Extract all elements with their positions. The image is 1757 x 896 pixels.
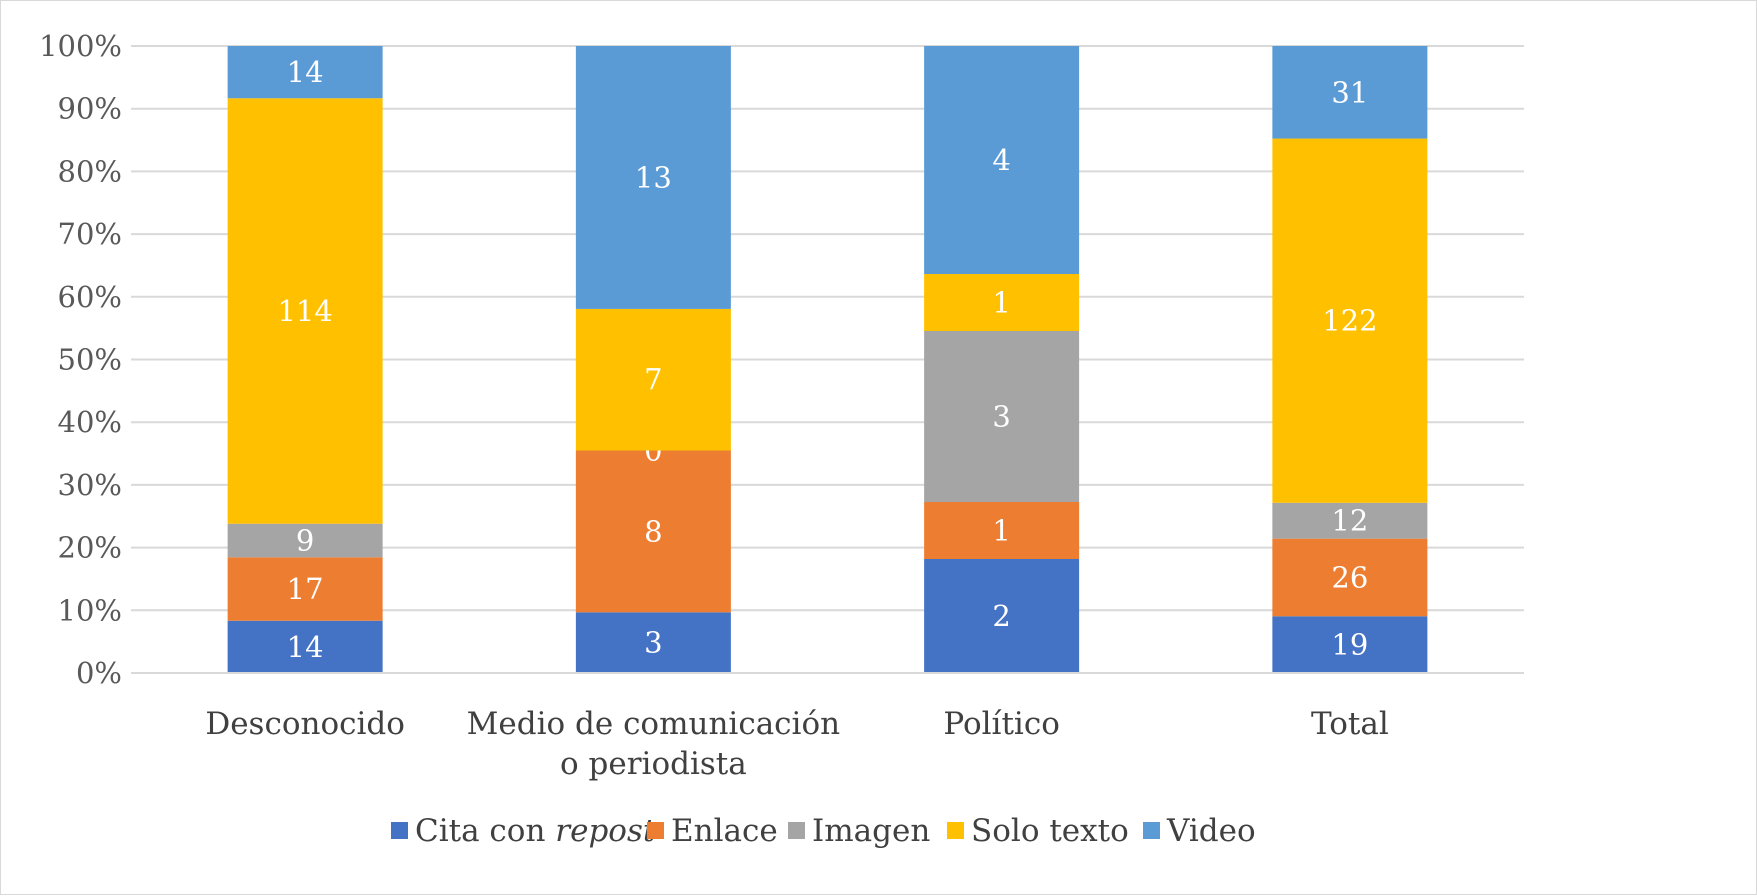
y-tick-label: 10% — [58, 593, 122, 627]
data-label: 7 — [644, 363, 662, 397]
data-label: 12 — [1331, 504, 1368, 538]
legend-swatch — [947, 822, 964, 839]
bar-segment — [227, 620, 383, 673]
bar-segment — [924, 559, 1080, 673]
legend-swatch — [1143, 822, 1160, 839]
bar-segment — [575, 612, 731, 673]
data-label: 122 — [1322, 304, 1377, 338]
y-tick-label: 40% — [58, 405, 122, 439]
data-label: 114 — [277, 294, 332, 328]
bar-segment — [1272, 616, 1428, 673]
legend-label: Video — [1166, 813, 1256, 849]
y-tick-label: 80% — [58, 154, 122, 188]
data-label: 9 — [296, 524, 314, 558]
x-axis: Desconocido Medio de comunicación o period… — [131, 672, 1524, 782]
x-category-label: o periodista — [560, 746, 747, 782]
data-label: 14 — [287, 630, 324, 664]
data-label: 19 — [1331, 628, 1368, 662]
data-label: 4 — [992, 143, 1010, 177]
x-category-label: Medio de comunicación — [467, 706, 840, 742]
bar-segment — [1272, 502, 1428, 539]
y-tick-label: 50% — [58, 343, 122, 377]
bar-segment — [227, 98, 383, 524]
bar-segment — [227, 523, 383, 558]
legend: Cita con repost Enlace Imagen Solo texto Vid… — [391, 813, 1256, 849]
data-label: 13 — [635, 160, 672, 194]
bar-segment — [924, 502, 1080, 559]
y-tick-label: 70% — [58, 217, 122, 251]
bar-segment — [924, 331, 1080, 502]
bar-segment — [924, 274, 1080, 331]
bar-segment — [575, 450, 731, 613]
y-tick-label: 100% — [39, 29, 122, 63]
y-tick-label: 60% — [58, 280, 122, 314]
bar-segment — [924, 46, 1080, 274]
bar-segment — [227, 46, 383, 99]
data-label: 17 — [287, 572, 324, 606]
legend-label: Imagen — [812, 813, 930, 849]
x-category-label: Desconocido — [205, 706, 405, 742]
bar-segment — [1272, 138, 1428, 503]
bar-segment — [1272, 538, 1428, 617]
data-label: 1 — [992, 514, 1010, 548]
legend-swatch — [788, 822, 805, 839]
y-tick-label: 0% — [76, 656, 122, 690]
legend-label: Cita con repost — [415, 813, 656, 849]
y-axis: 0% 10% 20% 30% 40% 50% 60% 70% 80% 90% 100% — [39, 29, 122, 690]
data-label: 1 — [992, 286, 1010, 320]
bar-segment — [575, 46, 731, 309]
bar-segment — [227, 557, 383, 621]
y-tick-label: 90% — [58, 92, 122, 126]
legend-label: Solo texto — [971, 813, 1129, 849]
data-label: 14 — [287, 55, 324, 89]
data-label: 26 — [1331, 560, 1368, 594]
bar-segment — [575, 308, 731, 451]
data-label: 31 — [1331, 75, 1368, 109]
data-label: 8 — [644, 514, 662, 548]
data-label: 2 — [992, 599, 1010, 633]
legend-swatch — [647, 822, 664, 839]
data-label: 3 — [644, 626, 662, 660]
x-category-label: Total — [1311, 706, 1389, 742]
x-category-label: Político — [943, 706, 1060, 742]
y-tick-label: 20% — [58, 531, 122, 565]
legend-swatch — [391, 822, 408, 839]
bar-segment — [1272, 46, 1428, 139]
legend-label: Enlace — [671, 813, 778, 849]
y-tick-label: 30% — [58, 468, 122, 502]
data-label: 3 — [992, 400, 1010, 434]
